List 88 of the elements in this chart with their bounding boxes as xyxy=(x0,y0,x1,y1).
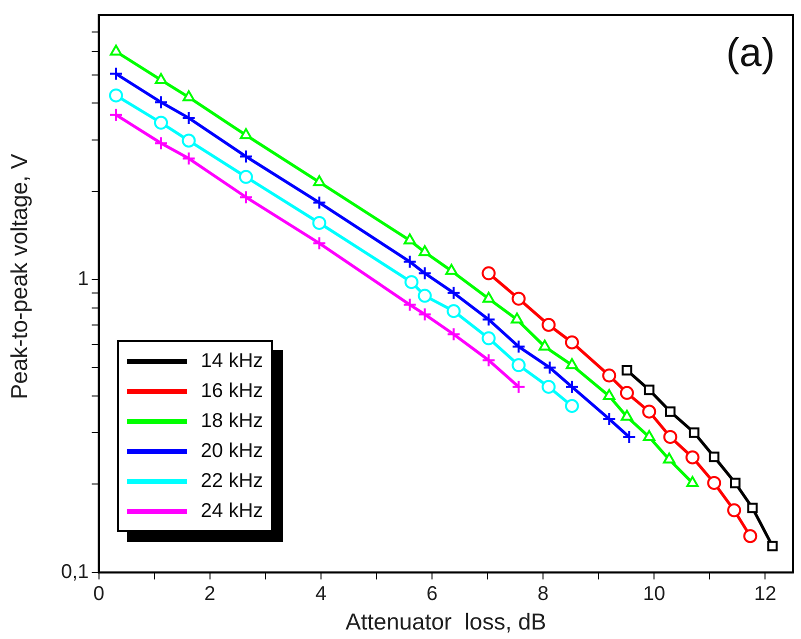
point xyxy=(482,312,496,327)
point xyxy=(622,430,636,444)
point xyxy=(418,288,432,303)
point xyxy=(747,502,758,514)
point xyxy=(402,254,417,269)
point xyxy=(418,245,431,256)
point xyxy=(510,312,524,324)
point xyxy=(182,90,195,102)
point xyxy=(707,476,722,490)
point xyxy=(564,398,579,413)
point xyxy=(240,128,252,140)
point xyxy=(154,136,168,150)
point xyxy=(446,327,461,342)
point xyxy=(182,110,196,125)
point xyxy=(482,266,496,280)
point xyxy=(482,331,496,346)
point xyxy=(512,340,526,354)
point xyxy=(109,108,124,122)
point xyxy=(182,151,196,166)
point xyxy=(312,196,326,210)
x-tick-label: 0 xyxy=(93,582,104,605)
point xyxy=(313,175,326,186)
legend-label: 16 kHz xyxy=(200,380,264,403)
point xyxy=(620,410,634,421)
point xyxy=(566,358,578,370)
point xyxy=(154,116,168,130)
point xyxy=(685,450,700,464)
x-tick-label: 4 xyxy=(315,582,327,605)
y-tick-label: 1 xyxy=(78,268,89,290)
point xyxy=(445,264,458,275)
point xyxy=(404,275,418,290)
x-tick-label: 8 xyxy=(538,582,549,605)
point xyxy=(622,365,632,376)
point xyxy=(564,380,579,394)
legend-label: 20 kHz xyxy=(200,440,264,463)
legend-label: 24 kHz xyxy=(200,500,264,523)
point xyxy=(312,216,326,230)
point xyxy=(182,134,196,148)
point xyxy=(663,430,678,444)
y-tick-label: 0,1 xyxy=(60,560,89,583)
point xyxy=(538,340,551,351)
point xyxy=(109,88,124,102)
legend-label: 18 kHz xyxy=(200,410,264,433)
x-tick-label: 6 xyxy=(426,582,438,605)
point xyxy=(404,233,416,244)
x-tick-label: 2 xyxy=(204,582,216,605)
annotation: (a) xyxy=(726,31,775,76)
point xyxy=(238,190,253,204)
point xyxy=(512,358,526,372)
point xyxy=(154,72,168,84)
point xyxy=(727,503,742,518)
point xyxy=(564,335,579,350)
point xyxy=(602,389,616,400)
point xyxy=(482,353,496,368)
point xyxy=(238,150,253,164)
point xyxy=(109,66,124,81)
point xyxy=(512,292,526,306)
point xyxy=(418,307,432,322)
point xyxy=(512,380,526,394)
x-tick-label: 10 xyxy=(643,582,666,605)
point xyxy=(730,478,740,488)
y-axis-title: Peak-to-peak voltage, V xyxy=(6,154,34,400)
point xyxy=(767,540,778,552)
point xyxy=(402,298,417,312)
x-tick-label: 12 xyxy=(754,582,776,605)
point xyxy=(708,452,720,462)
point xyxy=(743,529,758,544)
point xyxy=(644,384,654,396)
point xyxy=(482,292,495,303)
point xyxy=(602,368,616,383)
point xyxy=(602,412,616,426)
point xyxy=(418,266,432,280)
point xyxy=(542,380,556,394)
point xyxy=(154,95,168,110)
point xyxy=(620,386,634,400)
point xyxy=(642,404,656,419)
point xyxy=(110,44,122,56)
point xyxy=(312,236,326,250)
x-axis-title: Attenuator loss, dB xyxy=(346,608,546,635)
point xyxy=(446,304,461,318)
point xyxy=(542,318,556,332)
point xyxy=(542,360,557,375)
legend-label: 14 kHz xyxy=(200,350,264,373)
point xyxy=(446,286,461,300)
legend-label: 22 kHz xyxy=(200,470,264,493)
point xyxy=(688,427,700,438)
point xyxy=(665,406,676,417)
point xyxy=(238,170,253,184)
